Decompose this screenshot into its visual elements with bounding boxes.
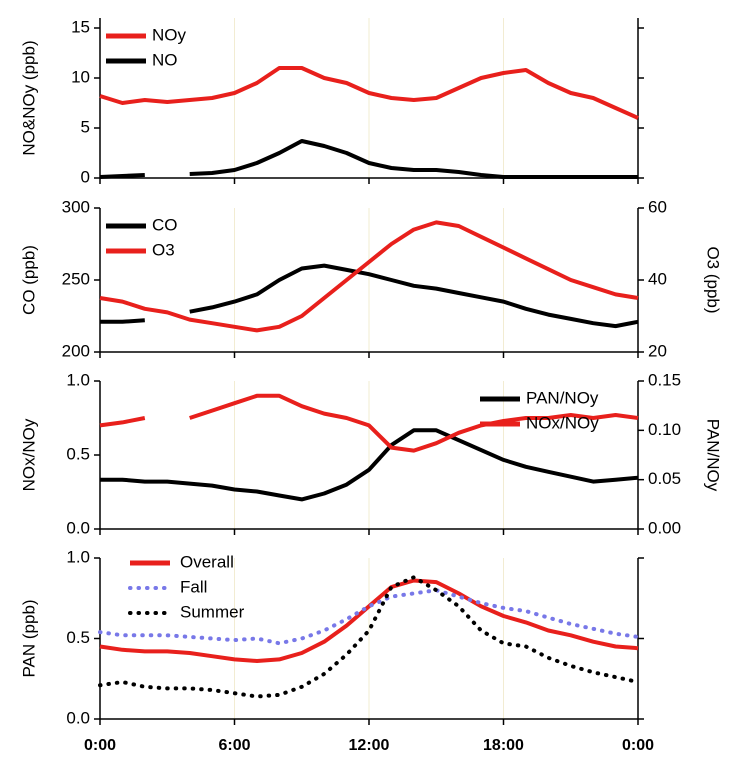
series-line (99, 139, 638, 179)
y-tick-label: 0.0 (66, 518, 90, 537)
x-tick-label: 0:00 (84, 737, 116, 754)
series-line (100, 428, 639, 502)
y2-axis-label: PAN/NOy (704, 419, 723, 492)
x-tick-label: 18:00 (483, 737, 524, 754)
y2-tick-label: 20 (648, 341, 667, 360)
legend-label: NOx/NOy (526, 413, 599, 432)
series-line (99, 220, 639, 333)
y-tick-label: 200 (62, 341, 90, 360)
x-tick-label: 6:00 (218, 737, 250, 754)
series-line (100, 263, 639, 329)
y-axis-label: NO&NOy (ppb) (19, 40, 38, 155)
series-line (99, 393, 639, 453)
legend-label: PAN/NOy (526, 388, 599, 407)
legend-label: CO (152, 215, 178, 234)
y-tick-label: 300 (62, 197, 90, 216)
y2-tick-label: 0.15 (648, 370, 681, 389)
y-axis-label: NOx/NOy (19, 418, 38, 491)
y2-axis-label: O3 (ppb) (704, 246, 723, 313)
y-tick-label: 15 (71, 17, 90, 36)
series-line (98, 575, 640, 699)
legend-label: Overall (180, 552, 234, 571)
legend-label: O3 (152, 240, 175, 259)
y-tick-label: 5 (81, 117, 90, 136)
y-tick-label: 0 (81, 167, 90, 186)
legend-label: NO (152, 50, 178, 69)
y2-tick-label: 0.05 (648, 469, 681, 488)
legend-label: Summer (180, 602, 245, 621)
y-tick-label: 0.0 (66, 708, 90, 727)
legend-label: NOy (152, 25, 187, 44)
y2-tick-label: 40 (648, 269, 667, 288)
x-tick-label: 0:00 (622, 737, 654, 754)
legend-label: Fall (180, 577, 207, 596)
y2-tick-label: 0.10 (648, 420, 681, 439)
y2-tick-label: 60 (648, 197, 667, 216)
series-line (99, 578, 639, 663)
y-axis-label: PAN (ppb) (19, 599, 38, 677)
y-tick-label: 1.0 (66, 547, 90, 566)
y-tick-label: 0.5 (66, 444, 90, 463)
y-axis-label: CO (ppb) (19, 245, 38, 315)
y-tick-label: 250 (62, 269, 90, 288)
x-tick-label: 12:00 (349, 737, 390, 754)
y2-tick-label: 0.00 (648, 518, 681, 537)
y-tick-label: 0.5 (66, 628, 90, 647)
y-tick-label: 10 (71, 67, 90, 86)
y-tick-label: 1.0 (66, 370, 90, 389)
series-line (99, 66, 639, 120)
